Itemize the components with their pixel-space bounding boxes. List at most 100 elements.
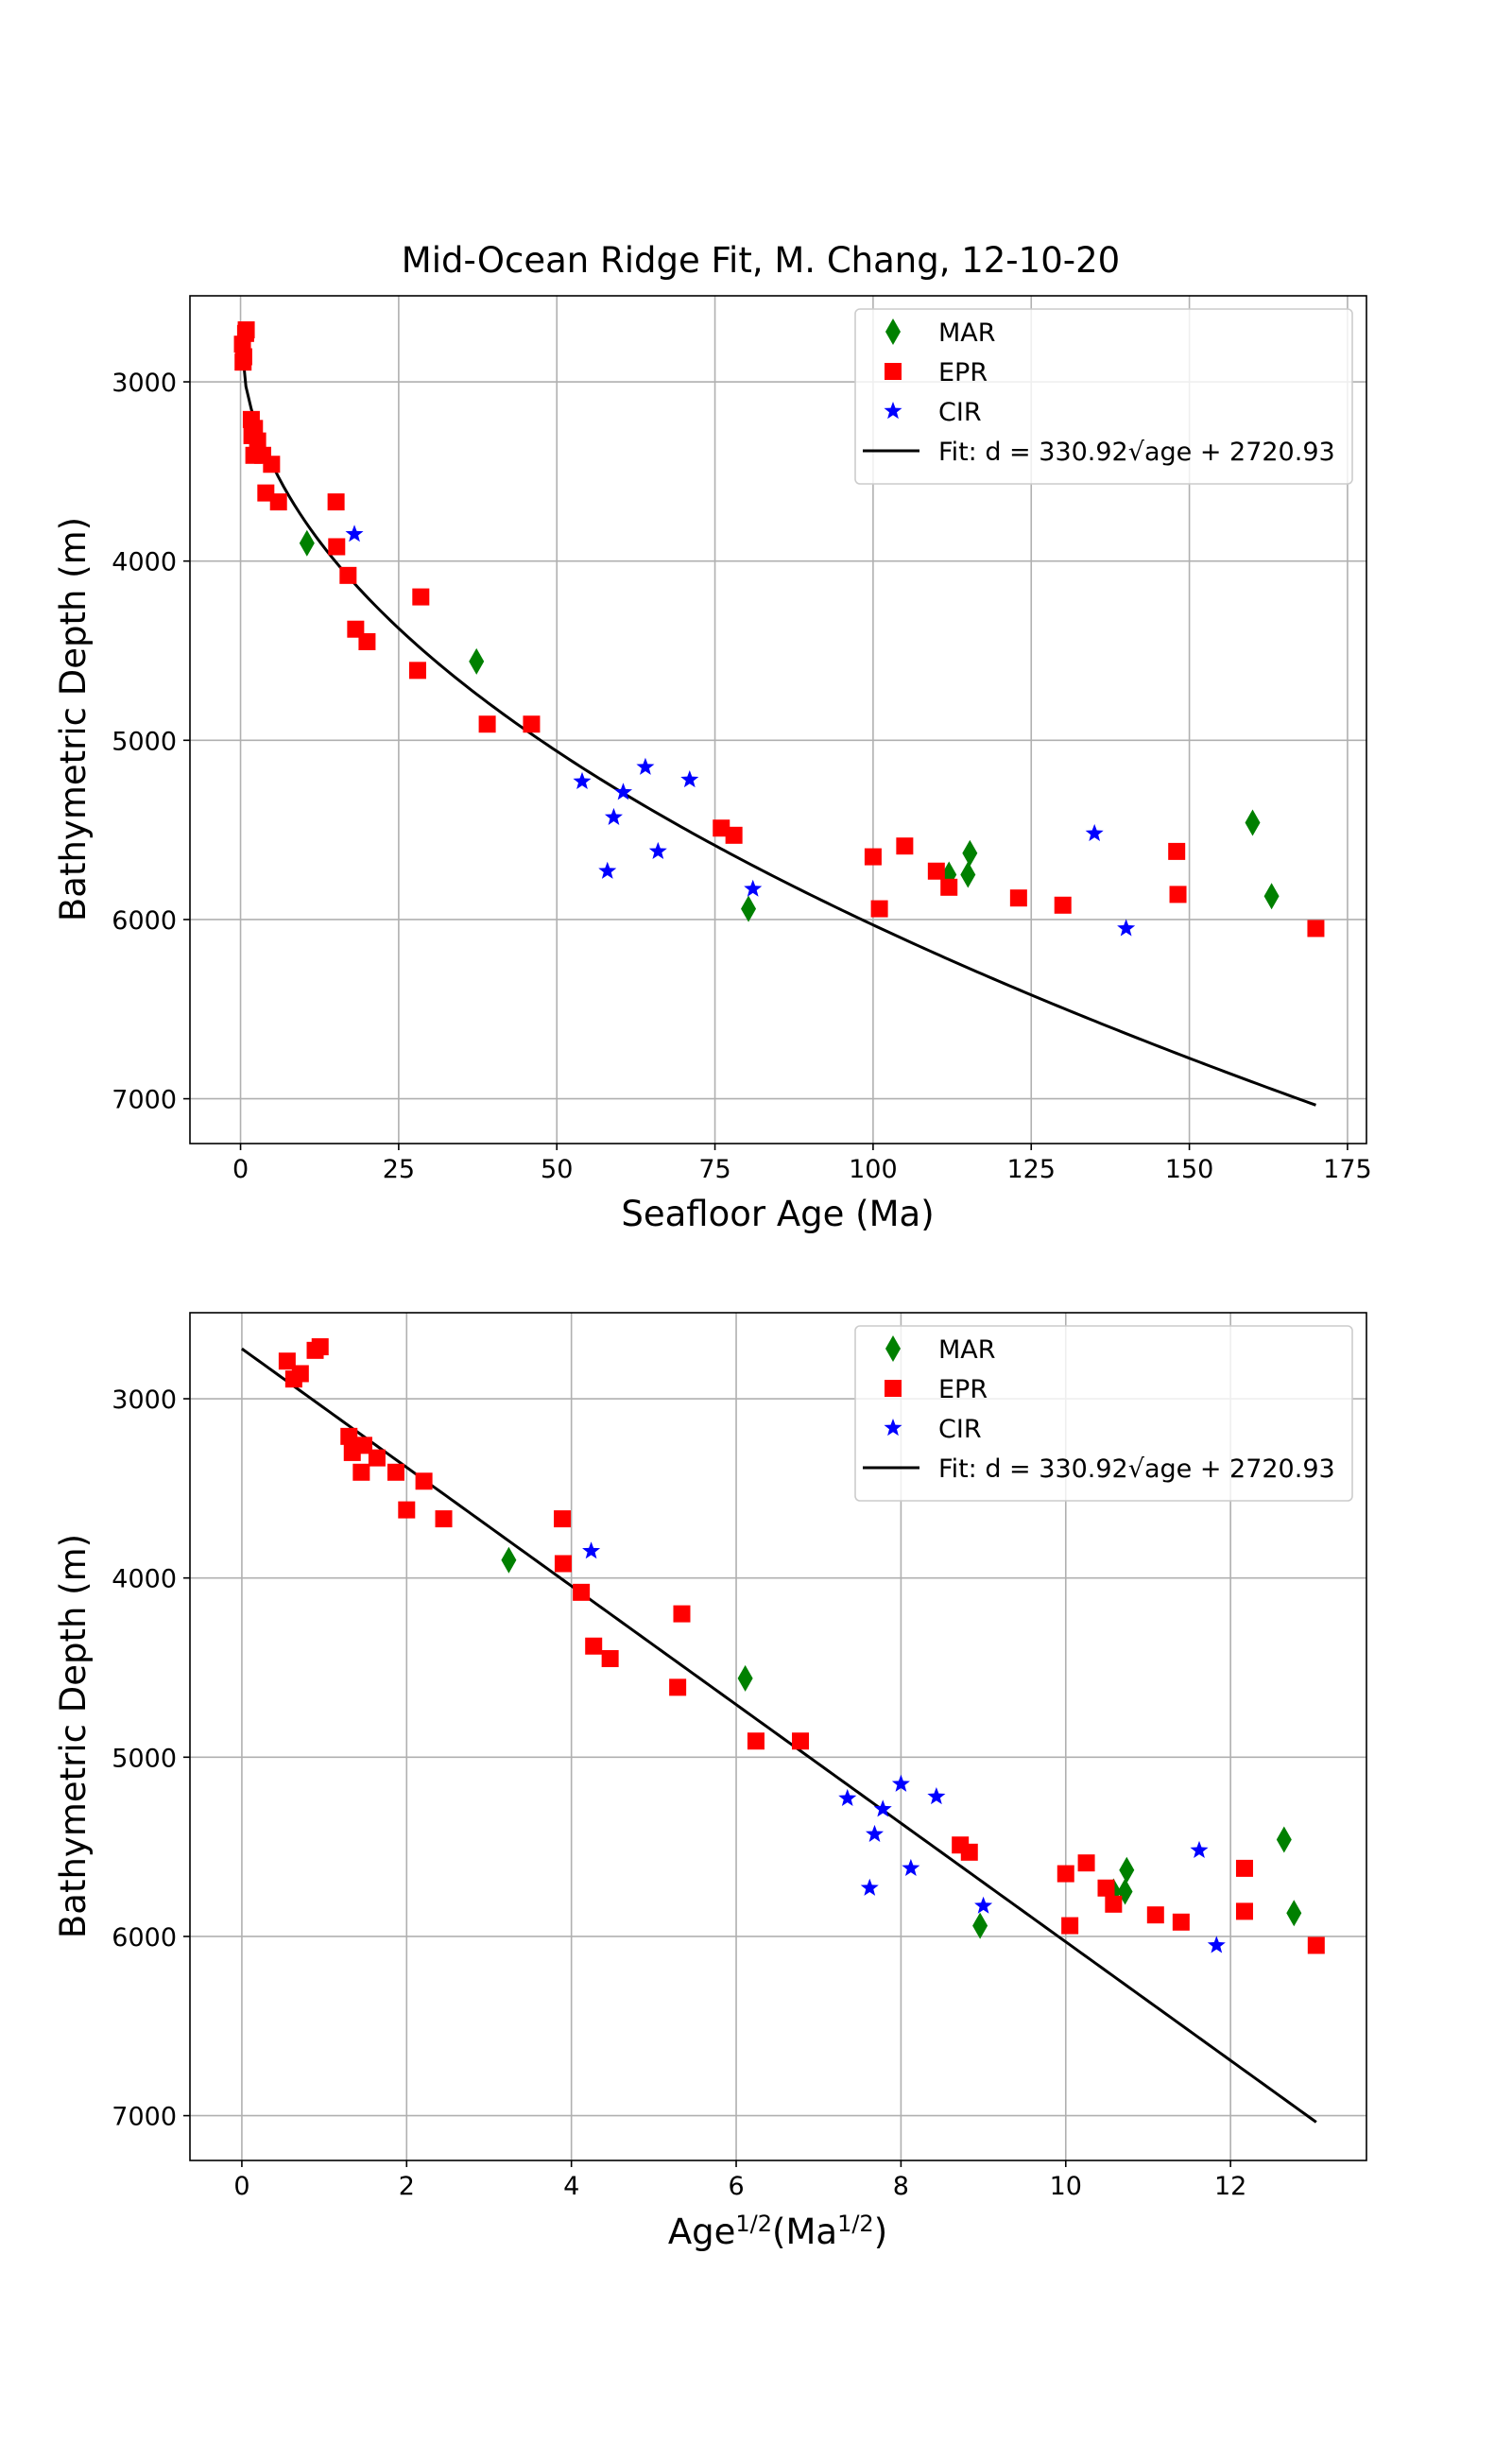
chart-bottom: 0 2 4 6 8 10 12 3000 4000 5000 6000 7000 Age1/2(Ma1… — [53, 1312, 1367, 2252]
chart-top-legend-cir-marker — [884, 402, 902, 420]
mar-point — [299, 529, 315, 557]
chart-bottom-legend: MAR EPR CIR Fit: d = 330.92√age + 2720.93 — [854, 1325, 1353, 1502]
chart-top-x-tick-label: 150 — [1165, 1155, 1214, 1184]
cir-point — [838, 1788, 857, 1807]
chart-top-y-tick-label: 6000 — [112, 906, 177, 936]
epr-point — [435, 1510, 453, 1528]
chart-top-fit-line — [239, 331, 1316, 1107]
epr-point — [585, 1637, 603, 1655]
chart-bottom-x-tick-label: 2 — [399, 2172, 415, 2201]
chart-bottom-ticks: 0 2 4 6 8 10 12 3000 4000 5000 6000 7000 — [112, 1385, 1246, 2201]
mar-point — [1286, 1900, 1302, 1927]
epr-point — [896, 837, 914, 855]
cir-point — [744, 879, 763, 897]
chart-top-legend-epr-marker — [885, 363, 902, 380]
chart-bottom-y-tick-label: 3000 — [112, 1385, 177, 1415]
cir-point — [1117, 919, 1136, 937]
mar-point — [1276, 1826, 1292, 1853]
chart-bottom-y-label: Bathymetric Depth (m) — [53, 1534, 94, 1938]
chart-top-legend-box — [854, 308, 1353, 485]
epr-point — [340, 1427, 358, 1445]
epr-point — [1169, 886, 1187, 904]
mar-point — [1245, 809, 1261, 836]
epr-point — [1105, 1895, 1123, 1913]
epr-point — [1307, 920, 1325, 938]
epr-point — [327, 493, 345, 511]
chart-bottom-legend-mar-marker — [885, 1335, 901, 1362]
chart-bottom-y-tick-label: 4000 — [112, 1565, 177, 1594]
mar-point — [972, 1912, 988, 1939]
chart-top: Mid-Ocean Ridge Fit, M. Chang, 12-10-20 … — [53, 240, 1372, 1234]
chart-top-legend-epr-label: EPR — [938, 358, 988, 387]
chart-top-x-tick-label: 100 — [849, 1155, 898, 1184]
epr-point — [554, 1510, 572, 1528]
chart-top-x-tick-label: 125 — [1006, 1155, 1056, 1184]
epr-point — [1009, 889, 1027, 907]
epr-point — [747, 1732, 765, 1750]
epr-point — [412, 588, 430, 606]
chart-top-x-tick-label: 50 — [541, 1155, 573, 1184]
epr-point — [573, 1583, 591, 1601]
chart-top-x-tick-label: 175 — [1323, 1155, 1372, 1184]
epr-point — [1235, 1902, 1253, 1920]
mar-point — [960, 861, 976, 888]
chart-top-x-tick-label: 25 — [383, 1155, 415, 1184]
epr-point — [234, 348, 252, 366]
epr-point — [249, 432, 266, 450]
chart-bottom-legend-cir-marker — [884, 1419, 902, 1437]
chart-top-legend-mar-label: MAR — [938, 318, 996, 348]
chart-top-legend-fit-label: Fit: d = 330.92√age + 2720.93 — [938, 438, 1335, 467]
chart-top-series-cir — [345, 525, 1136, 937]
chart-bottom-x-tick-label: 10 — [1050, 2172, 1082, 2201]
chart-top-title: Mid-Ocean Ridge Fit, M. Chang, 12-10-20 — [402, 240, 1120, 281]
epr-point — [960, 1843, 978, 1861]
epr-point — [387, 1463, 404, 1481]
epr-point — [311, 1338, 329, 1356]
epr-point — [1146, 1906, 1164, 1924]
chart-top-y-tick-label: 4000 — [112, 548, 177, 577]
epr-point — [792, 1732, 810, 1750]
epr-point — [1097, 1879, 1115, 1897]
cir-point — [680, 770, 699, 788]
cir-point — [614, 783, 633, 800]
epr-point — [1054, 896, 1072, 914]
chart-top-y-tick-label: 3000 — [112, 369, 177, 398]
chart-bottom-x-label: Age1/2(Ma1/2) — [668, 2211, 887, 2252]
mar-point — [1263, 883, 1280, 910]
chart-top-marks — [233, 321, 1325, 938]
chart-bottom-x-tick-label: 8 — [893, 2172, 909, 2201]
epr-point — [725, 826, 743, 844]
chart-top-x-tick-label: 0 — [232, 1155, 249, 1184]
chart-bottom-x-tick-label: 4 — [563, 2172, 579, 2201]
epr-point — [673, 1605, 691, 1623]
epr-point — [328, 538, 346, 556]
epr-point — [601, 1650, 619, 1668]
chart-top-frame — [189, 295, 1367, 1144]
epr-point — [354, 1437, 372, 1454]
cir-point — [582, 1541, 601, 1559]
chart-bottom-legend-mar-label: MAR — [938, 1335, 996, 1365]
mar-point — [737, 1664, 753, 1692]
cir-point — [1085, 823, 1104, 842]
mar-point — [1119, 1856, 1135, 1884]
cir-point — [891, 1774, 910, 1792]
chart-bottom-legend-cir-label: CIR — [938, 1415, 982, 1444]
chart-bottom-x-tick-label: 12 — [1214, 2172, 1246, 2201]
chart-bottom-x-tick-label: 6 — [728, 2172, 744, 2201]
epr-point — [478, 715, 496, 733]
epr-point — [1077, 1854, 1095, 1872]
mar-point — [962, 839, 978, 867]
epr-point — [398, 1501, 416, 1519]
epr-point — [669, 1678, 687, 1696]
epr-point — [1172, 1913, 1190, 1931]
cir-point — [860, 1878, 879, 1896]
epr-point — [291, 1365, 309, 1383]
epr-point — [870, 900, 888, 918]
mar-point — [501, 1546, 517, 1574]
chart-bottom-frame — [189, 1312, 1367, 2161]
chart-top-series-mar — [299, 529, 1280, 922]
epr-point — [1057, 1865, 1074, 1883]
chart-bottom-marks — [278, 1338, 1325, 1954]
chart-bottom-legend-epr-label: EPR — [938, 1375, 988, 1404]
